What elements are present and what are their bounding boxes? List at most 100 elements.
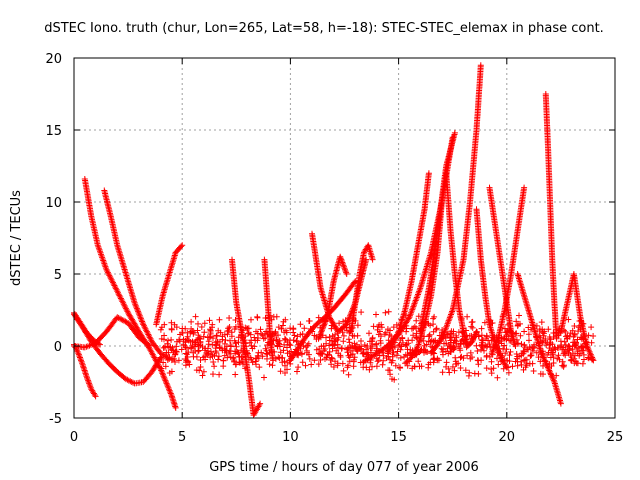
data-point bbox=[385, 337, 392, 344]
data-point bbox=[518, 361, 525, 368]
data-point bbox=[172, 404, 179, 411]
data-point bbox=[286, 337, 293, 344]
data-point bbox=[424, 348, 431, 355]
data-point bbox=[431, 356, 438, 363]
data-point bbox=[221, 331, 228, 338]
data-point bbox=[500, 365, 507, 372]
data-point bbox=[228, 329, 235, 336]
data-point bbox=[382, 329, 389, 336]
data-point bbox=[251, 334, 258, 341]
data-point bbox=[358, 338, 364, 344]
data-point bbox=[233, 343, 240, 350]
data-point bbox=[390, 349, 397, 356]
data-point bbox=[373, 363, 380, 370]
data-point bbox=[315, 350, 322, 357]
data-point bbox=[541, 357, 548, 364]
data-point bbox=[322, 346, 328, 352]
data-point bbox=[336, 320, 343, 327]
data-point bbox=[499, 313, 506, 320]
data-point bbox=[92, 393, 99, 400]
data-point bbox=[489, 351, 496, 358]
data-point bbox=[256, 364, 263, 371]
data-point bbox=[200, 333, 207, 340]
data-point bbox=[168, 319, 175, 326]
data-point bbox=[408, 351, 415, 358]
data-point bbox=[104, 269, 111, 276]
data-point bbox=[588, 324, 595, 331]
data-point bbox=[258, 331, 265, 338]
data-point bbox=[495, 361, 502, 368]
data-point bbox=[504, 328, 511, 335]
data-point bbox=[257, 326, 264, 333]
data-point bbox=[418, 363, 425, 370]
data-point bbox=[252, 355, 259, 362]
data-point bbox=[310, 323, 317, 330]
data-point bbox=[301, 325, 308, 332]
data-point bbox=[505, 364, 512, 371]
data-point bbox=[345, 352, 352, 359]
data-point bbox=[351, 356, 357, 363]
data-point bbox=[415, 358, 422, 365]
data-point bbox=[443, 363, 449, 370]
data-point bbox=[430, 349, 437, 356]
data-point bbox=[477, 62, 484, 69]
data-point bbox=[132, 302, 139, 309]
data-point bbox=[222, 337, 229, 344]
data-point bbox=[576, 318, 583, 324]
data-point bbox=[134, 307, 141, 313]
data-point bbox=[512, 330, 519, 337]
data-point bbox=[533, 322, 540, 329]
data-point bbox=[380, 357, 387, 364]
data-point bbox=[227, 337, 233, 344]
data-point bbox=[235, 339, 242, 346]
data-point bbox=[339, 259, 346, 266]
data-point bbox=[283, 329, 290, 336]
data-point bbox=[421, 333, 428, 340]
data-point bbox=[505, 369, 512, 376]
data-point bbox=[516, 312, 522, 319]
data-point bbox=[458, 353, 465, 360]
data-point bbox=[167, 343, 174, 350]
data-point bbox=[290, 325, 297, 332]
data-point bbox=[513, 318, 520, 325]
data-point bbox=[385, 308, 392, 315]
data-point bbox=[141, 324, 148, 331]
data-point bbox=[494, 374, 501, 381]
data-point bbox=[413, 334, 420, 340]
data-point bbox=[366, 366, 373, 373]
data-point bbox=[334, 341, 341, 348]
data-point bbox=[529, 322, 536, 329]
data-point bbox=[374, 358, 381, 365]
data-point bbox=[514, 362, 521, 369]
data-point bbox=[517, 332, 524, 339]
data-point bbox=[224, 354, 231, 361]
data-point bbox=[540, 371, 546, 378]
data-point bbox=[311, 332, 318, 339]
data-point bbox=[119, 317, 126, 324]
data-point bbox=[319, 332, 326, 339]
data-point bbox=[481, 347, 487, 354]
data-point bbox=[450, 328, 457, 335]
data-point bbox=[509, 329, 516, 336]
data-point bbox=[478, 341, 485, 348]
data-point bbox=[388, 333, 395, 340]
data-point bbox=[451, 367, 458, 374]
data-point bbox=[464, 352, 471, 359]
data-point bbox=[165, 384, 172, 391]
data-point bbox=[410, 325, 417, 332]
data-point bbox=[179, 242, 186, 249]
data-point bbox=[190, 349, 197, 356]
data-point bbox=[122, 271, 129, 277]
data-point bbox=[247, 331, 254, 338]
data-point bbox=[199, 344, 206, 350]
data-point bbox=[361, 342, 368, 348]
data-point bbox=[299, 359, 306, 366]
data-point bbox=[539, 339, 546, 346]
data-point bbox=[220, 357, 227, 364]
data-point bbox=[508, 332, 515, 339]
data-point bbox=[568, 356, 575, 363]
data-point bbox=[201, 329, 208, 336]
data-point bbox=[166, 386, 172, 393]
data-point bbox=[395, 342, 402, 349]
plot-frame bbox=[73, 57, 616, 419]
